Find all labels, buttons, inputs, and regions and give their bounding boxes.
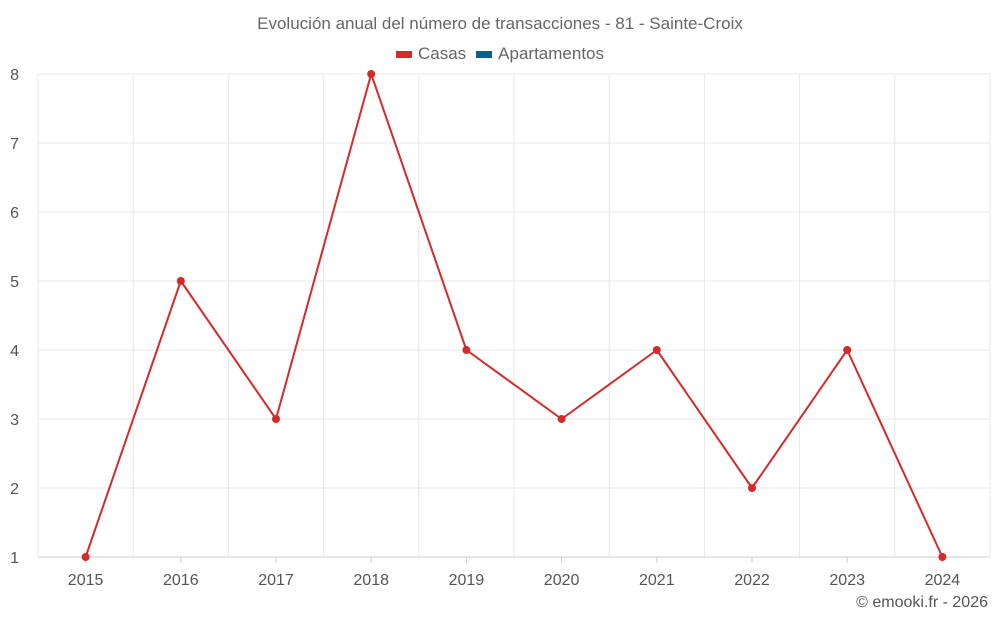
x-tick-label: 2023 xyxy=(829,572,865,589)
x-tick-label: 2021 xyxy=(639,572,675,589)
legend: Casas Apartamentos xyxy=(0,44,1000,64)
data-point-casas[interactable] xyxy=(652,346,661,354)
x-tick-label: 2016 xyxy=(163,572,199,589)
copyright-text: © emooki.fr - 2026 xyxy=(856,594,988,611)
x-tick-label: 2015 xyxy=(68,572,104,589)
axis-layer: 1 2 3 4 5 6 7 8 2015 2016 2017 2018 2019 2020 2021 2022… xyxy=(10,67,960,589)
x-tick-label: 2022 xyxy=(734,572,770,589)
legend-swatch-casas xyxy=(395,50,412,58)
data-point-casas[interactable] xyxy=(557,415,566,423)
data-point-casas[interactable] xyxy=(81,553,90,561)
y-tick-label: 6 xyxy=(10,205,19,222)
x-tick-label: 2020 xyxy=(544,572,580,589)
x-tick-label: 2018 xyxy=(353,572,389,589)
y-tick-label: 5 xyxy=(10,274,19,291)
series-line-casas xyxy=(84,73,944,558)
data-point-casas[interactable] xyxy=(843,346,852,354)
legend-label-apartamentos: Apartamentos xyxy=(498,44,605,63)
legend-item-casas[interactable]: Casas xyxy=(395,44,467,64)
data-point-casas[interactable] xyxy=(748,484,756,492)
legend-swatch-apartamentos xyxy=(476,50,493,58)
y-tick-label: 7 xyxy=(10,136,19,153)
x-tick-label: 2024 xyxy=(925,572,961,589)
data-point-casas[interactable] xyxy=(272,415,280,423)
y-tick-label: 3 xyxy=(10,412,19,429)
y-tick-label: 8 xyxy=(10,67,19,84)
data-point-casas[interactable] xyxy=(176,277,185,285)
y-tick-label: 4 xyxy=(10,343,19,360)
series-layer xyxy=(81,70,947,561)
legend-item-apartamentos[interactable]: Apartamentos xyxy=(476,44,604,64)
x-tick-label: 2017 xyxy=(258,572,294,589)
x-tick-label: 2019 xyxy=(449,572,485,589)
chart-title: Evolución anual del número de transaccio… xyxy=(257,14,743,33)
data-point-casas[interactable] xyxy=(462,346,471,354)
data-point-casas[interactable] xyxy=(938,553,947,561)
legend-label-casas: Casas xyxy=(417,44,467,63)
y-tick-label: 2 xyxy=(10,481,19,498)
y-tick-label: 1 xyxy=(10,550,19,567)
grid-layer xyxy=(37,73,991,558)
data-point-casas[interactable] xyxy=(367,70,376,78)
